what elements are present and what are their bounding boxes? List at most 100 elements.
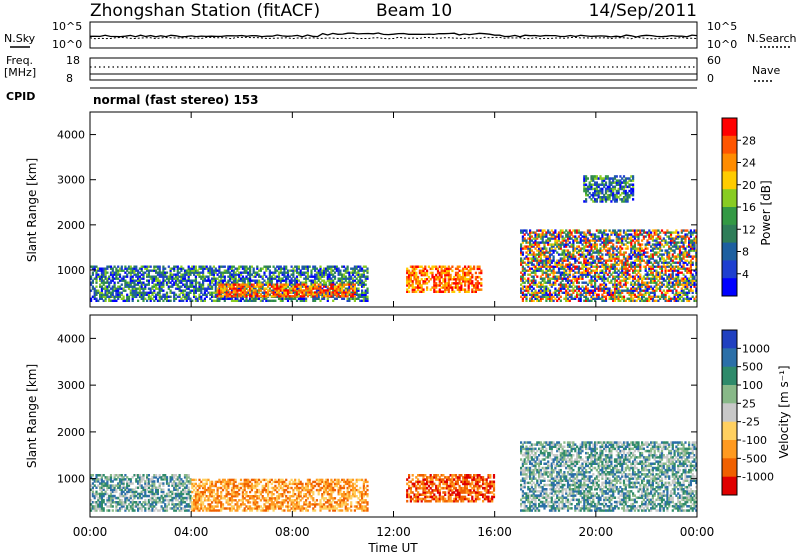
echo-cell bbox=[295, 291, 299, 294]
echo-cell bbox=[283, 267, 286, 270]
echo-cell bbox=[456, 267, 459, 271]
echo-cell bbox=[301, 289, 304, 292]
echo-cell bbox=[214, 267, 217, 270]
echo-cell bbox=[532, 237, 535, 240]
echo-cell bbox=[283, 271, 286, 274]
echo-cell bbox=[279, 269, 282, 272]
echo-cell bbox=[630, 235, 633, 238]
echo-cell bbox=[532, 253, 535, 256]
echo-cell bbox=[624, 261, 627, 264]
echo-cell bbox=[243, 271, 246, 274]
echo-cell bbox=[218, 289, 221, 292]
echo-cell bbox=[223, 299, 226, 302]
echo-cell bbox=[227, 291, 230, 294]
echo-cell bbox=[229, 267, 232, 270]
echo-cell bbox=[668, 295, 671, 298]
echo-cell bbox=[595, 255, 598, 258]
echo-cell bbox=[323, 281, 326, 284]
echo-cell bbox=[173, 267, 176, 270]
echo-cell bbox=[619, 293, 622, 296]
echo-cell bbox=[467, 269, 470, 273]
echo-cell bbox=[106, 267, 109, 270]
echo-cell bbox=[411, 271, 414, 275]
echo-cell bbox=[250, 289, 253, 292]
echo-cell bbox=[550, 243, 553, 246]
echo-cell bbox=[422, 271, 425, 275]
echo-cell bbox=[628, 237, 631, 240]
echo-cell bbox=[675, 255, 678, 258]
echo-cell bbox=[357, 271, 360, 274]
echo-cell bbox=[126, 267, 129, 270]
echo-cell bbox=[678, 245, 682, 248]
echo-cell bbox=[100, 297, 103, 300]
echo-cell bbox=[453, 278, 456, 281]
echo-cell bbox=[604, 299, 608, 302]
echo-cell bbox=[628, 257, 631, 260]
echo-cell bbox=[467, 290, 470, 293]
echo-cell bbox=[406, 282, 409, 285]
echo-cell bbox=[632, 293, 635, 296]
echo-cell bbox=[559, 257, 562, 260]
echo-cell bbox=[642, 299, 645, 302]
echo-cell bbox=[176, 265, 179, 268]
echo-cell bbox=[113, 289, 116, 292]
echo-cell bbox=[554, 297, 557, 300]
echo-cell bbox=[548, 291, 552, 294]
echo-cell bbox=[319, 285, 322, 288]
echo-cell bbox=[223, 265, 226, 268]
echo-cell bbox=[541, 235, 544, 238]
echo-cell bbox=[202, 265, 205, 268]
echo-cell bbox=[594, 251, 597, 254]
echo-cell bbox=[680, 239, 683, 242]
echo-cell bbox=[530, 267, 533, 270]
echo-cell bbox=[176, 273, 179, 276]
echo-cell bbox=[594, 291, 597, 294]
echo-cell bbox=[543, 247, 546, 250]
echo-cell bbox=[124, 271, 127, 274]
echo-cell bbox=[348, 275, 351, 278]
echo-cell bbox=[651, 243, 654, 246]
echo-cell bbox=[621, 261, 624, 264]
echo-cell bbox=[254, 287, 257, 290]
echo-cell bbox=[527, 257, 530, 260]
echo-cell bbox=[543, 253, 546, 256]
echo-cell bbox=[610, 200, 613, 203]
echo-cell bbox=[545, 275, 548, 278]
echo-cell bbox=[238, 273, 241, 276]
echo-cell bbox=[220, 279, 223, 282]
echo-cell bbox=[595, 275, 598, 278]
echo-cell bbox=[608, 267, 611, 270]
echo-cell bbox=[595, 257, 598, 260]
echo-cell bbox=[570, 295, 573, 298]
echo-cell bbox=[90, 265, 93, 268]
echo-cell bbox=[539, 289, 542, 292]
echo-cell bbox=[552, 259, 555, 262]
echo-cell bbox=[469, 280, 472, 283]
echo-cell bbox=[563, 231, 566, 234]
echo-cell bbox=[597, 259, 600, 262]
echo-cell bbox=[286, 273, 290, 276]
echo-cell bbox=[590, 247, 593, 250]
echo-cell bbox=[290, 297, 293, 300]
echo-cell bbox=[557, 239, 561, 242]
echo-cell bbox=[576, 231, 579, 234]
echo-cell bbox=[198, 273, 201, 276]
echo-cell bbox=[617, 237, 620, 240]
echo-cell bbox=[624, 283, 627, 286]
echo-cell bbox=[608, 289, 611, 292]
echo-cell bbox=[622, 299, 626, 302]
echo-cell bbox=[581, 267, 584, 270]
echo-cell bbox=[657, 237, 660, 240]
echo-cell bbox=[653, 253, 656, 256]
echo-cell bbox=[639, 233, 642, 236]
echo-cell bbox=[194, 271, 197, 274]
echo-cell bbox=[218, 293, 221, 296]
echo-cell bbox=[230, 289, 234, 292]
echo-cell bbox=[353, 291, 356, 294]
echo-cell bbox=[628, 255, 631, 258]
echo-cell bbox=[353, 265, 356, 268]
echo-cell bbox=[612, 285, 615, 288]
echo-cell bbox=[581, 277, 584, 280]
echo-cell bbox=[444, 273, 447, 277]
echo-cell bbox=[142, 287, 145, 290]
